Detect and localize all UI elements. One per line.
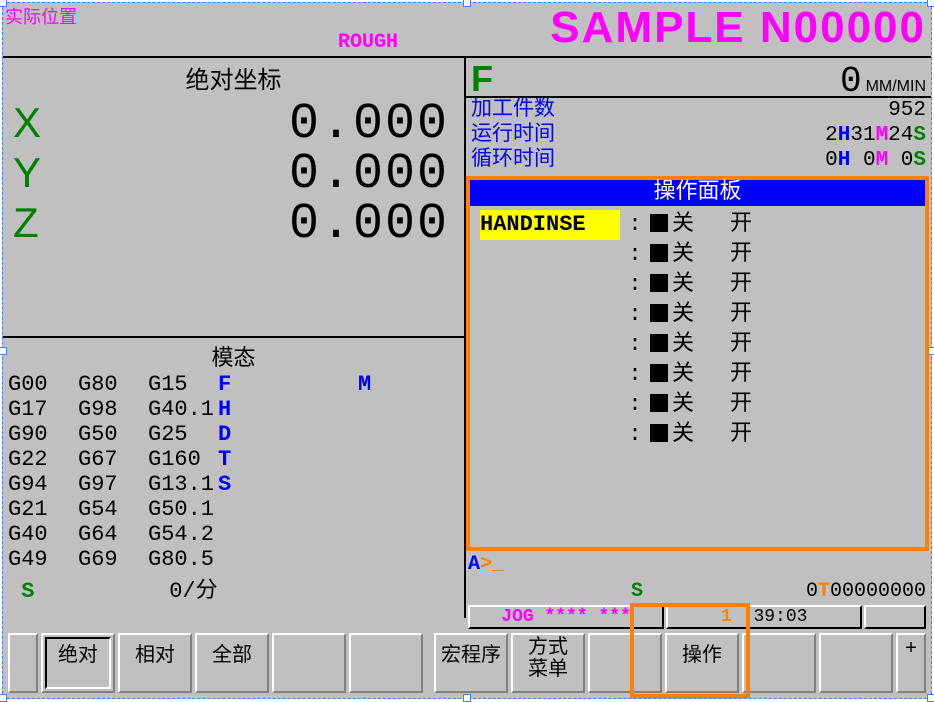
softkey-next[interactable]: +	[896, 633, 926, 693]
modal-heading: 模态	[8, 340, 459, 372]
axis-y: Y	[13, 149, 63, 197]
axis-z-value: 0.000	[63, 196, 454, 253]
softkey-prev[interactable]	[8, 633, 38, 693]
panel-row[interactable]: :关开	[480, 270, 915, 300]
title-program: SAMPLE N00000	[550, 3, 926, 53]
mode-time: 1 :39:03	[666, 605, 862, 629]
softkey-blank4[interactable]	[742, 633, 816, 693]
softkey-macro[interactable]: 宏程序	[434, 633, 508, 693]
cycle-row: 循环时间 0H 0M 0S	[471, 148, 926, 173]
mode-bar: JOG **** *** 1 :39:03	[468, 605, 926, 629]
feed-label: F	[471, 58, 493, 100]
softkey-absolute[interactable]: 绝对	[41, 633, 115, 693]
modal-row: G00G80G15FM	[8, 372, 459, 397]
modal-section: 模态 G00G80G15FMG17G98G40.1HG90G50G25DG22G…	[3, 338, 464, 618]
softkey-blank2[interactable]	[349, 633, 423, 693]
modal-row: G49G69G80.5	[8, 547, 459, 572]
feed-value: 0	[493, 61, 862, 102]
softkey-relative[interactable]: 相对	[118, 633, 192, 693]
axis-y-value: 0.000	[63, 146, 454, 203]
panel-row[interactable]: :关开	[480, 240, 915, 270]
softkey-blank5[interactable]	[819, 633, 893, 693]
panel-row[interactable]: :关开	[480, 390, 915, 420]
panel-row[interactable]: :关开	[480, 360, 915, 390]
axis-x: X	[13, 99, 63, 147]
modal-row: G17G98G40.1H	[8, 397, 459, 422]
title-bar: 实际位置 ROUGH SAMPLE N00000	[3, 3, 931, 58]
title-actual-position: 实际位置	[5, 3, 77, 29]
absolute-coords: 绝对坐标 X 0.000 Y 0.000 Z 0.000	[3, 58, 464, 338]
modal-row: G40G64G54.2	[8, 522, 459, 547]
axis-z: Z	[13, 199, 63, 247]
runtime-row: 运行时间 2H31M24S	[471, 123, 926, 148]
axis-x-value: 0.000	[63, 96, 454, 153]
softkey-mode-menu[interactable]: 方式菜单	[511, 633, 585, 693]
modal-row: G22G67G160T	[8, 447, 459, 472]
softkey-all[interactable]: 全部	[195, 633, 269, 693]
panel-title: 操作面板	[470, 180, 925, 206]
softkey-blank1[interactable]	[272, 633, 346, 693]
parts-count-row: 加工件数 952	[471, 98, 926, 123]
coords-heading: 绝对坐标	[3, 58, 464, 96]
modal-row: G94G97G13.1S	[8, 472, 459, 497]
operation-panel: 操作面板 HANDINSE:关开:关开:关开:关开:关开:关开:关开:关开	[466, 176, 929, 551]
feed-unit: MM/MIN	[866, 78, 926, 96]
bottom-status: S 0T00000000	[468, 580, 926, 603]
spindle-row: S 0/分	[8, 572, 459, 604]
softkey-blank3[interactable]	[588, 633, 662, 693]
modal-row: G21G54G50.1	[8, 497, 459, 522]
mdi-prompt[interactable]: A>_	[468, 553, 504, 576]
feedrate-row: F 0 MM/MIN	[466, 58, 931, 98]
modal-row: G90G50G25D	[8, 422, 459, 447]
softkey-operation[interactable]: 操作	[665, 633, 739, 693]
panel-row[interactable]: :关开	[480, 330, 915, 360]
panel-row[interactable]: HANDINSE:关开	[480, 210, 915, 240]
mode-empty	[864, 605, 926, 629]
softkey-bar: 绝对 相对 全部 宏程序 方式菜单 操作 +	[8, 633, 926, 693]
mode-jog: JOG **** ***	[468, 605, 664, 629]
title-mode: ROUGH	[338, 31, 398, 54]
panel-row[interactable]: :关开	[480, 300, 915, 330]
panel-row[interactable]: :关开	[480, 420, 915, 450]
